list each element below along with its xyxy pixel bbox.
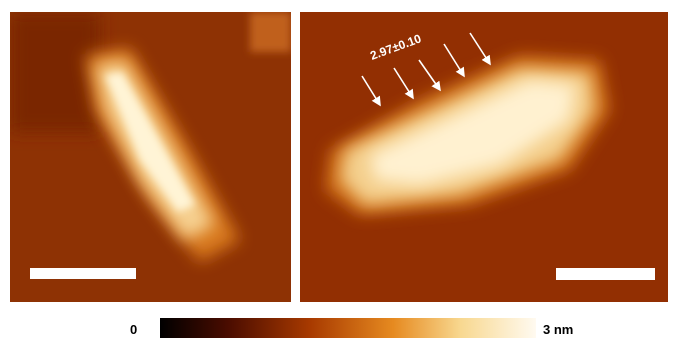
colorbar-min-label: 0	[130, 322, 137, 337]
figure: 2.97±0.10 0 3 nm	[0, 0, 679, 338]
right-panel: 2.97±0.10	[300, 12, 668, 302]
left-panel	[10, 12, 291, 302]
colorbar-max-label: 3 nm	[543, 322, 573, 337]
colorbar	[160, 318, 536, 338]
scale-bar	[556, 268, 655, 280]
scale-bar	[30, 268, 136, 279]
page: 2.97±0.10 0 3 nm (() => { const data = J…	[0, 0, 679, 338]
